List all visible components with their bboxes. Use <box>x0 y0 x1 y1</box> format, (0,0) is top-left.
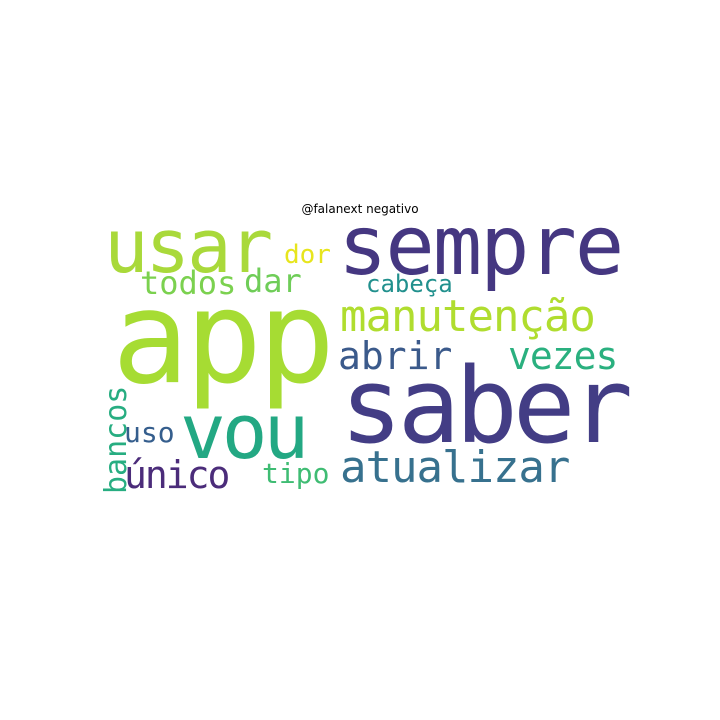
word-12: dar <box>244 262 302 300</box>
word-10: único <box>124 453 229 497</box>
word-15: tipo <box>262 457 329 490</box>
word-9: vezes <box>508 334 617 378</box>
word-2: sempre <box>338 199 622 294</box>
word-13: bancos <box>99 386 134 494</box>
word-7: atualizar <box>340 442 569 493</box>
word-11: todos <box>140 264 236 302</box>
word-1: app <box>112 264 331 413</box>
word-6: manutenção <box>340 291 595 342</box>
word-4: usar <box>104 204 271 290</box>
word-8: abrir <box>338 334 452 378</box>
word-5: vou <box>180 387 305 476</box>
word-14: uso <box>124 416 175 449</box>
word-3: saber <box>340 345 629 467</box>
chart-title: @falanext negativo <box>301 202 419 216</box>
word-16: cabeça <box>366 270 453 298</box>
word-17: dor <box>284 240 331 270</box>
